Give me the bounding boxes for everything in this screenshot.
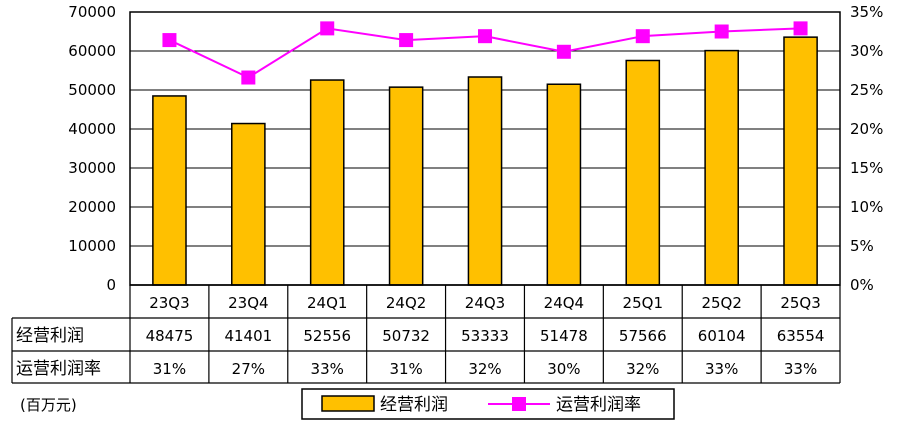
left-tick-label: 70000	[68, 3, 116, 21]
table-cell: 50732	[382, 327, 430, 345]
table-row-label: 经营利润	[16, 326, 84, 346]
right-tick-label: 5%	[850, 237, 874, 255]
bar	[309, 79, 345, 286]
table-cell: 57566	[619, 327, 667, 345]
left-tick-label: 10000	[68, 237, 116, 255]
bar	[625, 59, 661, 286]
right-tick-label: 25%	[850, 81, 883, 99]
left-tick-label: 50000	[68, 81, 116, 99]
legend-label-line: 运营利润率	[556, 395, 641, 415]
category-label: 25Q1	[623, 294, 663, 312]
table-row-label: 运营利润率	[16, 359, 101, 379]
table-cell: 33%	[784, 360, 817, 378]
table-cell: 41401	[224, 327, 272, 345]
axis-layer: 0 10000 20000 30000 40000 50000 60000 70000 0% 5%…	[68, 3, 883, 294]
table-cell: 51478	[540, 327, 588, 345]
table-cell: 32%	[468, 360, 501, 378]
legend-marker-swatch	[512, 397, 526, 411]
data-table: 23Q3 23Q4 24Q1 24Q2 24Q3 24Q4 25Q1 25Q2 25Q3 经营利润…	[11, 284, 841, 384]
table-cell: 33%	[311, 360, 344, 378]
category-label: 24Q2	[386, 294, 426, 312]
left-tick-label: 20000	[68, 198, 116, 216]
table-cell: 32%	[626, 360, 659, 378]
line-point	[320, 21, 335, 36]
table-cell: 53333	[461, 327, 509, 345]
table-cell: 27%	[232, 360, 265, 378]
left-tick-label: 40000	[68, 120, 116, 138]
table-cell: 30%	[547, 360, 580, 378]
category-label: 25Q3	[780, 294, 820, 312]
right-tick-label: 10%	[850, 198, 883, 216]
bar	[231, 122, 266, 286]
left-tick-label: 60000	[68, 42, 116, 60]
legend-bar-swatch	[321, 395, 375, 412]
right-tick-label: 0%	[850, 276, 874, 294]
right-tick-label: 15%	[850, 159, 883, 177]
line-point	[162, 33, 177, 48]
left-tick-label: 0	[106, 276, 116, 294]
bar	[546, 83, 582, 286]
right-tick-label: 35%	[850, 3, 883, 21]
table-cell: 31%	[389, 360, 422, 378]
table-cell: 63554	[777, 327, 825, 345]
bar-layer	[152, 36, 818, 286]
bar	[704, 49, 739, 286]
legend: 经营利润 运营利润率	[301, 388, 675, 420]
line-layer	[162, 21, 808, 85]
table-cell: 60104	[698, 327, 746, 345]
line-point	[714, 24, 729, 39]
category-label: 24Q1	[307, 294, 347, 312]
category-label: 25Q2	[701, 294, 741, 312]
category-label: 23Q4	[228, 294, 268, 312]
bar	[388, 86, 424, 286]
line-point	[399, 33, 414, 48]
right-tick-label: 20%	[850, 120, 883, 138]
unit-label: (百万元)	[20, 396, 77, 414]
category-label: 24Q3	[465, 294, 505, 312]
table-cell: 31%	[153, 360, 186, 378]
category-label: 23Q3	[149, 294, 189, 312]
legend-label-bar: 经营利润	[380, 395, 448, 415]
line-point	[241, 70, 256, 85]
right-tick-label: 30%	[850, 42, 883, 60]
table-cell: 33%	[705, 360, 738, 378]
line-point	[478, 29, 492, 44]
line-point	[793, 21, 808, 36]
category-label: 24Q4	[544, 294, 584, 312]
table-cell: 52556	[303, 327, 351, 345]
bar	[783, 36, 818, 286]
left-tick-label: 30000	[68, 159, 116, 177]
line-point	[556, 44, 571, 59]
bar	[467, 76, 503, 286]
line-point	[635, 29, 650, 44]
bar	[152, 95, 187, 286]
table-cell: 48475	[146, 327, 194, 345]
